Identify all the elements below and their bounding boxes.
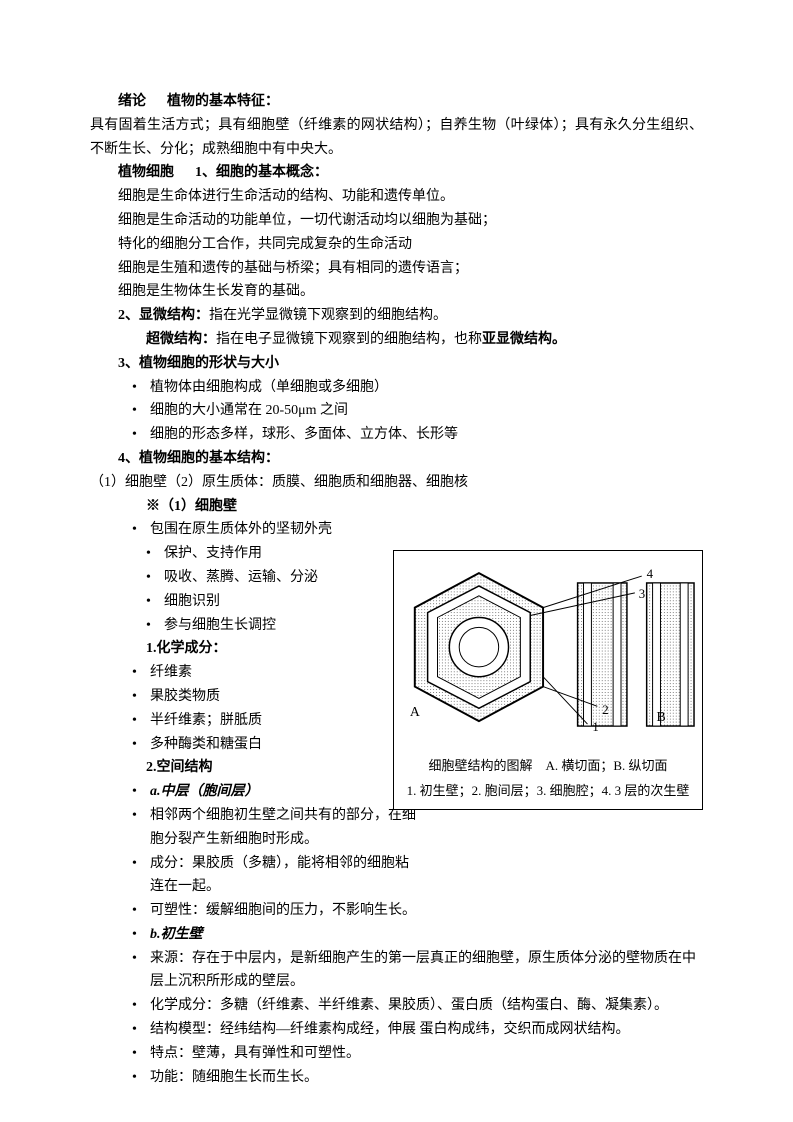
a3-text: 可塑性：缓解细胞间的压力，不影响生长。: [150, 899, 420, 923]
bb1-text: 来源：存在于中层内，是新细胞产生的第一层真正的细胞壁，原生质体分泌的壁物质在中层…: [150, 947, 703, 995]
sec3-b2: •细胞的大小通常在 20-50μm 之间: [90, 399, 703, 423]
bullet-icon: •: [132, 709, 150, 733]
sec4-heading: 4、植物细胞的基本结构：: [90, 447, 703, 471]
bb3-row: •结构模型：经纬结构—纤维素构成经，伸展 蛋白构成纬，交织而成网状结构。: [90, 1018, 703, 1042]
sec1-line1: 细胞是生命体进行生命活动的结构、功能和遗传单位。: [90, 185, 703, 209]
a2-row: •成分：果胶质（多糖），能将相邻的细胞粘连在一起。: [90, 852, 703, 900]
figure-cell-wall: A B 1 2 3 4 细胞壁结构的图解 A. 横切面；B. 纵切面 1. 初生…: [393, 550, 703, 810]
bullet-icon: •: [132, 518, 150, 542]
sec3-b1: •植物体由细胞构成（单细胞或多细胞）: [90, 376, 703, 400]
sec2-h2-prefix: 超微结构：: [146, 332, 216, 347]
bullet-icon: •: [132, 1018, 150, 1042]
bullet-icon: •: [132, 947, 150, 995]
sec4-b1: •包围在原生质体外的坚韧外壳: [90, 518, 703, 542]
bullet-icon: •: [146, 614, 164, 638]
bullet-icon: •: [132, 1066, 150, 1090]
b-heading: b.初生壁: [150, 923, 703, 947]
bullet-icon: •: [132, 399, 150, 423]
bullet-icon: •: [132, 804, 150, 852]
bb5-text: 功能：随细胞生长而生长。: [150, 1066, 703, 1090]
title-line: 绪论 植物的基本特征：: [90, 90, 703, 114]
bullet-icon: •: [132, 423, 150, 447]
bullet-icon: •: [132, 923, 150, 947]
sec2-h1-prefix: 2、显微结构：: [118, 308, 209, 323]
bullet-icon: •: [146, 590, 164, 614]
bb4-text: 特点：壁薄，具有弹性和可塑性。: [150, 1042, 703, 1066]
bullet-icon: •: [132, 852, 150, 900]
bullet-icon: •: [132, 376, 150, 400]
bb3-text: 结构模型：经纬结构—纤维素构成经，伸展 蛋白构成纬，交织而成网状结构。: [150, 1018, 703, 1042]
sec2-h2-mid: 指在电子显微镜下观察到的细胞结构，也称: [216, 332, 482, 347]
figure-n4: 4: [647, 567, 654, 581]
sec2-h1-rest: 指在光学显微镜下观察到的细胞结构。: [209, 308, 447, 323]
sec2-h2-bold: 亚显微结构。: [482, 332, 566, 347]
a2-text: 成分：果胶质（多糖），能将相邻的细胞粘连在一起。: [150, 852, 420, 900]
sec3-b2-text: 细胞的大小通常在 20-50μm 之间: [150, 399, 703, 423]
bb5-row: •功能：随细胞生长而生长。: [90, 1066, 703, 1090]
sec1-heading: 植物细胞 1、细胞的基本概念：: [90, 161, 703, 185]
sec4-p1: （1）细胞壁（2）原生质体：质膜、细胞质和细胞器、细胞核: [90, 471, 703, 495]
figure-caption-2: 1. 初生壁；2. 胞间层；3. 细胞腔；4. 3 层的次生壁: [400, 781, 696, 802]
a1-text: 相邻两个细胞初生壁之间共有的部分，在细胞分裂产生新细胞时形成。: [150, 804, 420, 852]
bullet-icon: •: [146, 566, 164, 590]
sec3-b3-text: 细胞的形态多样，球形、多面体、立方体、长形等: [150, 423, 703, 447]
figure-n1: 1: [592, 720, 598, 734]
figure-n3: 3: [639, 587, 645, 601]
sec1-num: 1、细胞的基本概念：: [195, 165, 328, 180]
sec1-prefix: 植物细胞: [118, 165, 174, 180]
bullet-icon: •: [146, 542, 164, 566]
bullet-icon: •: [132, 899, 150, 923]
figure-caption-1: 细胞壁结构的图解 A. 横切面；B. 纵切面: [400, 756, 696, 777]
title-main: 植物的基本特征：: [167, 94, 279, 109]
bb1-row: •来源：存在于中层内，是新细胞产生的第一层真正的细胞壁，原生质体分泌的壁物质在中…: [90, 947, 703, 995]
bullet-icon: •: [132, 1042, 150, 1066]
sec1-line3: 特化的细胞分工合作，共同完成复杂的生命活动: [90, 233, 703, 257]
sec2-line2: 超微结构：指在电子显微镜下观察到的细胞结构，也称亚显微结构。: [90, 328, 703, 352]
sec1-line2: 细胞是生命活动的功能单位，一切代谢活动均以细胞为基础；: [90, 209, 703, 233]
bullet-icon: •: [132, 733, 150, 757]
cell-wall-diagram: A B 1 2 3 4: [400, 557, 696, 752]
title-prefix: 绪论: [118, 94, 146, 109]
bullet-icon: •: [132, 685, 150, 709]
bb2-text: 化学成分：多糖（纤维素、半纤维素、果胶质）、蛋白质（结构蛋白、酶、凝集素）。: [150, 994, 703, 1018]
sec3-heading: 3、植物细胞的形状与大小: [90, 352, 703, 376]
bullet-icon: •: [132, 661, 150, 685]
bb2-row: •化学成分：多糖（纤维素、半纤维素、果胶质）、蛋白质（结构蛋白、酶、凝集素）。: [90, 994, 703, 1018]
a1-row: •相邻两个细胞初生壁之间共有的部分，在细胞分裂产生新细胞时形成。: [90, 804, 703, 852]
a3-row: •可塑性：缓解细胞间的压力，不影响生长。: [90, 899, 703, 923]
sec2-line1: 2、显微结构：指在光学显微镜下观察到的细胞结构。: [90, 304, 703, 328]
sec1-line5: 细胞是生物体生长发育的基础。: [90, 280, 703, 304]
figure-svg-container: A B 1 2 3 4: [400, 557, 696, 752]
bullet-icon: •: [132, 780, 150, 804]
figure-label-a: A: [410, 704, 420, 719]
sec4-subheading: ※（1）细胞壁: [90, 495, 703, 519]
sec4-b1-text: 包围在原生质体外的坚韧外壳: [150, 518, 703, 542]
intro-paragraph: 具有固着生活方式；具有细胞壁（纤维素的网状结构）；自养生物（叶绿体）；具有永久分…: [90, 114, 703, 162]
sec1-line4: 细胞是生殖和遗传的基础与桥梁；具有相同的遗传语言；: [90, 257, 703, 281]
bb4-row: •特点：壁薄，具有弹性和可塑性。: [90, 1042, 703, 1066]
sec3-b1-text: 植物体由细胞构成（单细胞或多细胞）: [150, 376, 703, 400]
bullet-icon: •: [132, 994, 150, 1018]
figure-label-b: B: [657, 709, 666, 724]
sec3-b3: •细胞的形态多样，球形、多面体、立方体、长形等: [90, 423, 703, 447]
b-heading-row: •b.初生壁: [90, 923, 703, 947]
figure-n2: 2: [602, 703, 608, 717]
